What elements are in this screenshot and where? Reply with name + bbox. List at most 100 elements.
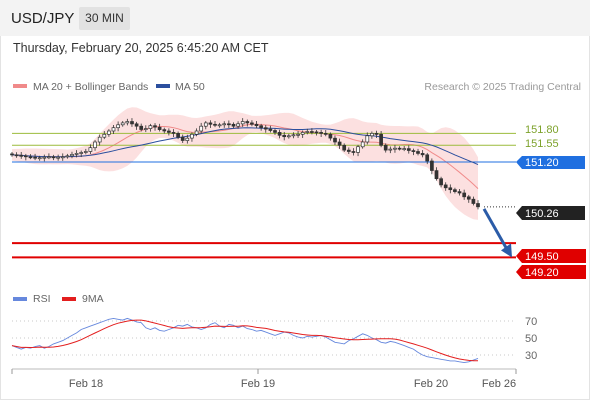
candle bbox=[231, 122, 236, 129]
ma50-legend-swatch bbox=[156, 84, 170, 88]
candle bbox=[245, 119, 250, 127]
candle-body bbox=[439, 178, 443, 186]
candle bbox=[250, 120, 254, 127]
rsi-legend-label: RSI bbox=[33, 293, 51, 305]
rsi-tick-30: 30 bbox=[525, 350, 537, 362]
candle bbox=[439, 176, 443, 188]
candle-body bbox=[406, 148, 411, 151]
candle-body bbox=[457, 191, 462, 194]
candle bbox=[10, 151, 14, 157]
rsi-ma-legend-label: 9MA bbox=[82, 293, 104, 305]
candle bbox=[443, 182, 448, 191]
candle bbox=[171, 129, 176, 138]
candle-body bbox=[268, 128, 273, 131]
candle-body bbox=[296, 133, 300, 136]
candle bbox=[65, 153, 70, 159]
support2-price-label: 149.20 bbox=[525, 267, 559, 279]
candle-body bbox=[213, 123, 217, 126]
candle-body bbox=[190, 133, 194, 139]
candle-body bbox=[222, 123, 227, 126]
candle bbox=[148, 123, 153, 132]
candle bbox=[51, 154, 56, 161]
candle-body bbox=[254, 123, 259, 127]
x-tick-feb-19: Feb 19 bbox=[241, 378, 275, 390]
candle bbox=[416, 148, 420, 156]
candle bbox=[217, 122, 222, 128]
candle-body bbox=[471, 198, 476, 204]
rsi-ma-line bbox=[11, 319, 478, 362]
candle bbox=[273, 128, 277, 135]
candle-body bbox=[199, 125, 204, 132]
candle-body bbox=[47, 156, 51, 159]
candlesticks bbox=[10, 118, 480, 210]
candle bbox=[74, 150, 79, 158]
candle bbox=[342, 143, 347, 152]
candle bbox=[162, 127, 167, 134]
candle-body bbox=[208, 122, 213, 125]
pivot-price-tag bbox=[516, 156, 585, 169]
candle bbox=[143, 125, 148, 133]
candle-body bbox=[402, 148, 407, 150]
candle-body bbox=[434, 170, 439, 180]
candle bbox=[323, 130, 328, 137]
candle bbox=[23, 153, 28, 161]
candle bbox=[430, 158, 434, 175]
candle-body bbox=[240, 121, 245, 125]
candle-body bbox=[305, 131, 310, 133]
candle bbox=[346, 147, 351, 154]
candle-body bbox=[328, 133, 333, 139]
candle bbox=[379, 130, 383, 148]
level-label-151-80: 151.80 bbox=[525, 124, 559, 136]
candle-body bbox=[300, 132, 305, 135]
candle bbox=[333, 135, 337, 146]
candle-body bbox=[116, 124, 120, 129]
level-label-151-55: 151.55 bbox=[525, 138, 559, 150]
candle-body bbox=[448, 187, 453, 191]
candle-body bbox=[250, 122, 254, 125]
candle bbox=[296, 130, 300, 138]
candle-body bbox=[97, 136, 102, 143]
candle bbox=[42, 154, 47, 162]
candle-body bbox=[466, 196, 471, 200]
candle-body bbox=[33, 156, 37, 159]
projection-arrow-head bbox=[501, 243, 512, 258]
rsi-line bbox=[11, 317, 479, 364]
candle-body bbox=[286, 135, 291, 138]
candle bbox=[194, 128, 199, 137]
candle-body bbox=[111, 127, 116, 132]
candle bbox=[14, 152, 19, 158]
support2-price-tag bbox=[516, 265, 586, 279]
candle bbox=[203, 120, 208, 130]
candle-body bbox=[383, 144, 388, 151]
timeframe-badge[interactable]: 30 MIN bbox=[79, 7, 130, 30]
candle bbox=[227, 120, 231, 128]
bollinger-bands bbox=[11, 107, 479, 220]
candle bbox=[356, 144, 360, 157]
candle bbox=[185, 134, 190, 144]
credit-text: Research © 2025 Trading Central bbox=[424, 81, 581, 93]
candle bbox=[47, 153, 51, 160]
candle-body bbox=[420, 153, 425, 156]
candle-body bbox=[10, 153, 14, 156]
candle bbox=[70, 151, 74, 159]
candle bbox=[370, 131, 374, 139]
rsi-legend-swatch bbox=[13, 297, 27, 301]
candle bbox=[153, 123, 157, 131]
candle-body bbox=[37, 157, 42, 160]
candle-body bbox=[125, 121, 130, 124]
candle bbox=[453, 187, 457, 194]
candle bbox=[466, 194, 471, 203]
candle bbox=[383, 143, 388, 153]
candle bbox=[208, 120, 213, 128]
pivot-price-label: 151.20 bbox=[525, 157, 559, 169]
candle-body bbox=[323, 133, 328, 135]
candle bbox=[388, 146, 393, 154]
candle bbox=[139, 123, 144, 132]
candle bbox=[319, 129, 323, 138]
candle-body bbox=[462, 192, 467, 198]
candle bbox=[411, 148, 416, 156]
candle-body bbox=[282, 134, 287, 138]
candle-body bbox=[83, 151, 88, 153]
candle-body bbox=[263, 127, 268, 130]
x-tick-feb-26: Feb 26 bbox=[482, 378, 516, 390]
